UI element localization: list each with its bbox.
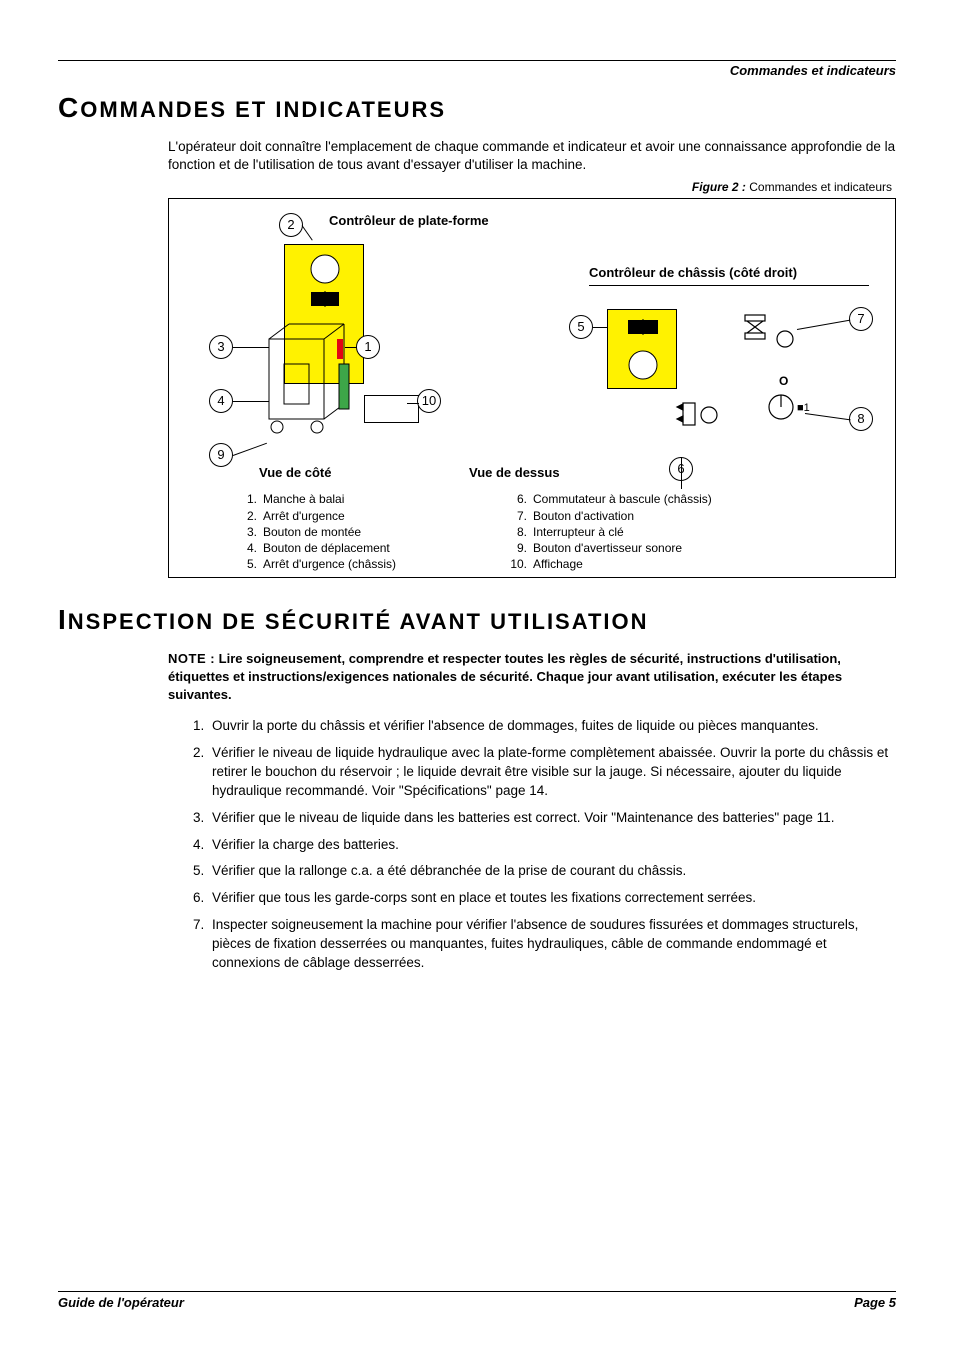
steps-list: Ouvrir la porte du châssis et vérifier l…	[188, 717, 896, 973]
section-title-inspection: INSPECTION DE SÉCURITÉ AVANT UTILISATION	[58, 604, 896, 636]
lr-n7: 7.	[509, 508, 527, 524]
left-controller-title: Contrôleur de plate-forme	[329, 213, 489, 228]
legend-left: 1. Manche à balai 2. Arrêt d'urgence 3. Bou…	[239, 491, 396, 572]
lr-t7: Bouton d'activation	[533, 509, 634, 523]
section1-intro: L'opérateur doit connaître l'emplacement…	[168, 138, 896, 174]
running-header: Commandes et indicateurs	[58, 63, 896, 78]
ll-t4: Bouton de déplacement	[263, 541, 390, 555]
footer-right: Page 5	[854, 1295, 896, 1310]
machine-drawing	[239, 309, 439, 469]
section-title-commands: COMMANDES ET INDICATEURS	[58, 92, 896, 124]
callout-3: 3	[209, 335, 233, 359]
figure-caption-text: Commandes et indicateurs	[746, 180, 892, 194]
footer-left: Guide de l'opérateur	[58, 1295, 184, 1310]
title2-rest: NSPECTION DE SÉCURITÉ AVANT UTILISATION	[68, 609, 649, 634]
view-right-label: Vue de dessus	[469, 465, 560, 480]
lr-n10: 10.	[509, 556, 527, 572]
callout-2: 2	[279, 213, 303, 237]
callout-5: 5	[569, 315, 593, 339]
callout-8: 8	[849, 407, 873, 431]
step-2: Vérifier le niveau de liquide hydrauliqu…	[208, 744, 896, 801]
note-text: Lire soigneusement, comprendre et respec…	[168, 651, 842, 701]
ll-t1: Manche à balai	[263, 492, 344, 506]
leader-4	[233, 401, 269, 402]
lr-t9: Bouton d'avertisseur sonore	[533, 541, 682, 555]
step-3: Vérifier que le niveau de liquide dans l…	[208, 809, 896, 828]
note-label: NOTE :	[168, 651, 215, 666]
title-initial: C	[58, 92, 80, 123]
leader-1	[345, 347, 357, 348]
view-left-label: Vue de côté	[259, 465, 331, 480]
figure-box: Contrôleur de plate-forme Contrôleur de …	[168, 198, 896, 578]
svg-text:O: O	[779, 374, 788, 388]
ll-n1: 1.	[239, 491, 257, 507]
step-6: Vérifier que tous les garde-corps sont e…	[208, 889, 896, 908]
lr-t6: Commutateur à bascule (châssis)	[533, 492, 712, 506]
leader-5	[593, 327, 607, 328]
ll-t2: Arrêt d'urgence	[263, 509, 345, 523]
footer: Guide de l'opérateur Page 5	[58, 1291, 896, 1310]
figure-caption-label: Figure 2 :	[692, 180, 746, 194]
leader-right-title	[589, 285, 869, 286]
legend-right: 6. Commutateur à bascule (châssis) 7. Bout…	[509, 491, 712, 572]
callout-7: 7	[849, 307, 873, 331]
lr-t10: Affichage	[533, 557, 583, 571]
right-panel	[607, 309, 677, 389]
right-icons: O ■1	[669, 307, 869, 447]
right-controller-title: Contrôleur de châssis (côté droit)	[589, 265, 797, 280]
ll-t5: Arrêt d'urgence (châssis)	[263, 557, 396, 571]
lr-n6: 6.	[509, 491, 527, 507]
right-panel-svg	[608, 310, 678, 390]
ll-t3: Bouton de montée	[263, 525, 361, 539]
callout-4: 4	[209, 389, 233, 413]
leader-6	[681, 457, 682, 489]
title-rest: OMMANDES ET INDICATEURS	[80, 97, 446, 122]
figure-caption: Figure 2 : Commandes et indicateurs	[58, 180, 896, 194]
leader-3	[233, 347, 269, 348]
ll-n3: 3.	[239, 524, 257, 540]
footer-rule	[58, 1291, 896, 1292]
step-5: Vérifier que la rallonge c.a. a été débr…	[208, 862, 896, 881]
display-box	[364, 395, 419, 423]
title2-initial: I	[58, 604, 68, 635]
step-1: Ouvrir la porte du châssis et vérifier l…	[208, 717, 896, 736]
lr-n8: 8.	[509, 524, 527, 540]
callout-9: 9	[209, 443, 233, 467]
lr-n9: 9.	[509, 540, 527, 556]
step-4: Vérifier la charge des batteries.	[208, 836, 896, 855]
step-7: Inspecter soigneusement la machine pour …	[208, 916, 896, 973]
leader-2	[302, 226, 313, 241]
ll-n5: 5.	[239, 556, 257, 572]
note-block: NOTE : Lire soigneusement, comprendre et…	[168, 650, 896, 703]
header-rule	[58, 60, 896, 61]
lr-t8: Interrupteur à clé	[533, 525, 624, 539]
leader-10	[407, 403, 419, 404]
ll-n4: 4.	[239, 540, 257, 556]
ll-n2: 2.	[239, 508, 257, 524]
